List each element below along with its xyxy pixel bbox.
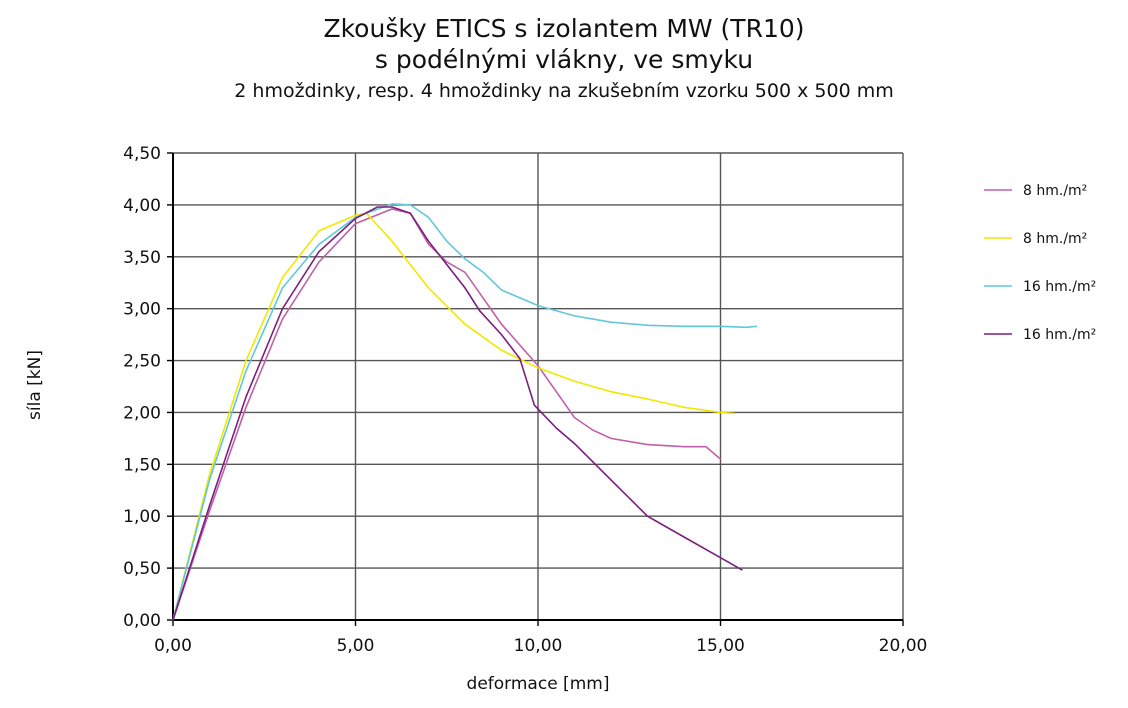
x-axis-label: deformace [mm] <box>467 674 610 694</box>
y-tick-label: 4,00 <box>123 196 161 216</box>
x-tick-label: 20,00 <box>879 636 928 656</box>
x-tick-label: 15,00 <box>696 636 745 656</box>
series-line <box>172 206 743 621</box>
y-tick-label: 3,50 <box>123 248 161 268</box>
chart-title: Zkoušky ETICS s izolantem MW (TR10) <box>323 14 805 43</box>
x-tick-label: 10,00 <box>514 636 563 656</box>
chart-title-line2: s podélnými vlákny, ve smyku <box>374 45 754 74</box>
series-line <box>172 212 736 621</box>
y-tick-label: 2,50 <box>123 352 161 372</box>
series-line <box>172 208 722 621</box>
series-line <box>172 203 758 621</box>
y-tick-label: 0,00 <box>123 611 161 631</box>
y-axis-label: síla [kN] <box>25 350 45 420</box>
y-tick-label: 1,00 <box>123 507 161 527</box>
y-tick-label: 2,00 <box>123 403 161 423</box>
y-tick-label: 4,50 <box>123 144 161 164</box>
legend-label: 16 hm./m² <box>1023 327 1096 343</box>
y-tick-label: 3,00 <box>123 300 161 320</box>
legend-label: 8 hm./m² <box>1023 231 1087 247</box>
y-tick-label: 0,50 <box>123 559 161 579</box>
legend-label: 16 hm./m² <box>1023 279 1096 295</box>
legend-label: 8 hm./m² <box>1023 183 1087 199</box>
x-tick-label: 0,00 <box>154 636 192 656</box>
x-tick-label: 5,00 <box>337 636 375 656</box>
y-tick-label: 1,50 <box>123 455 161 475</box>
chart-subtitle: 2 hmoždinky, resp. 4 hmoždinky na zkušeb… <box>234 80 894 102</box>
